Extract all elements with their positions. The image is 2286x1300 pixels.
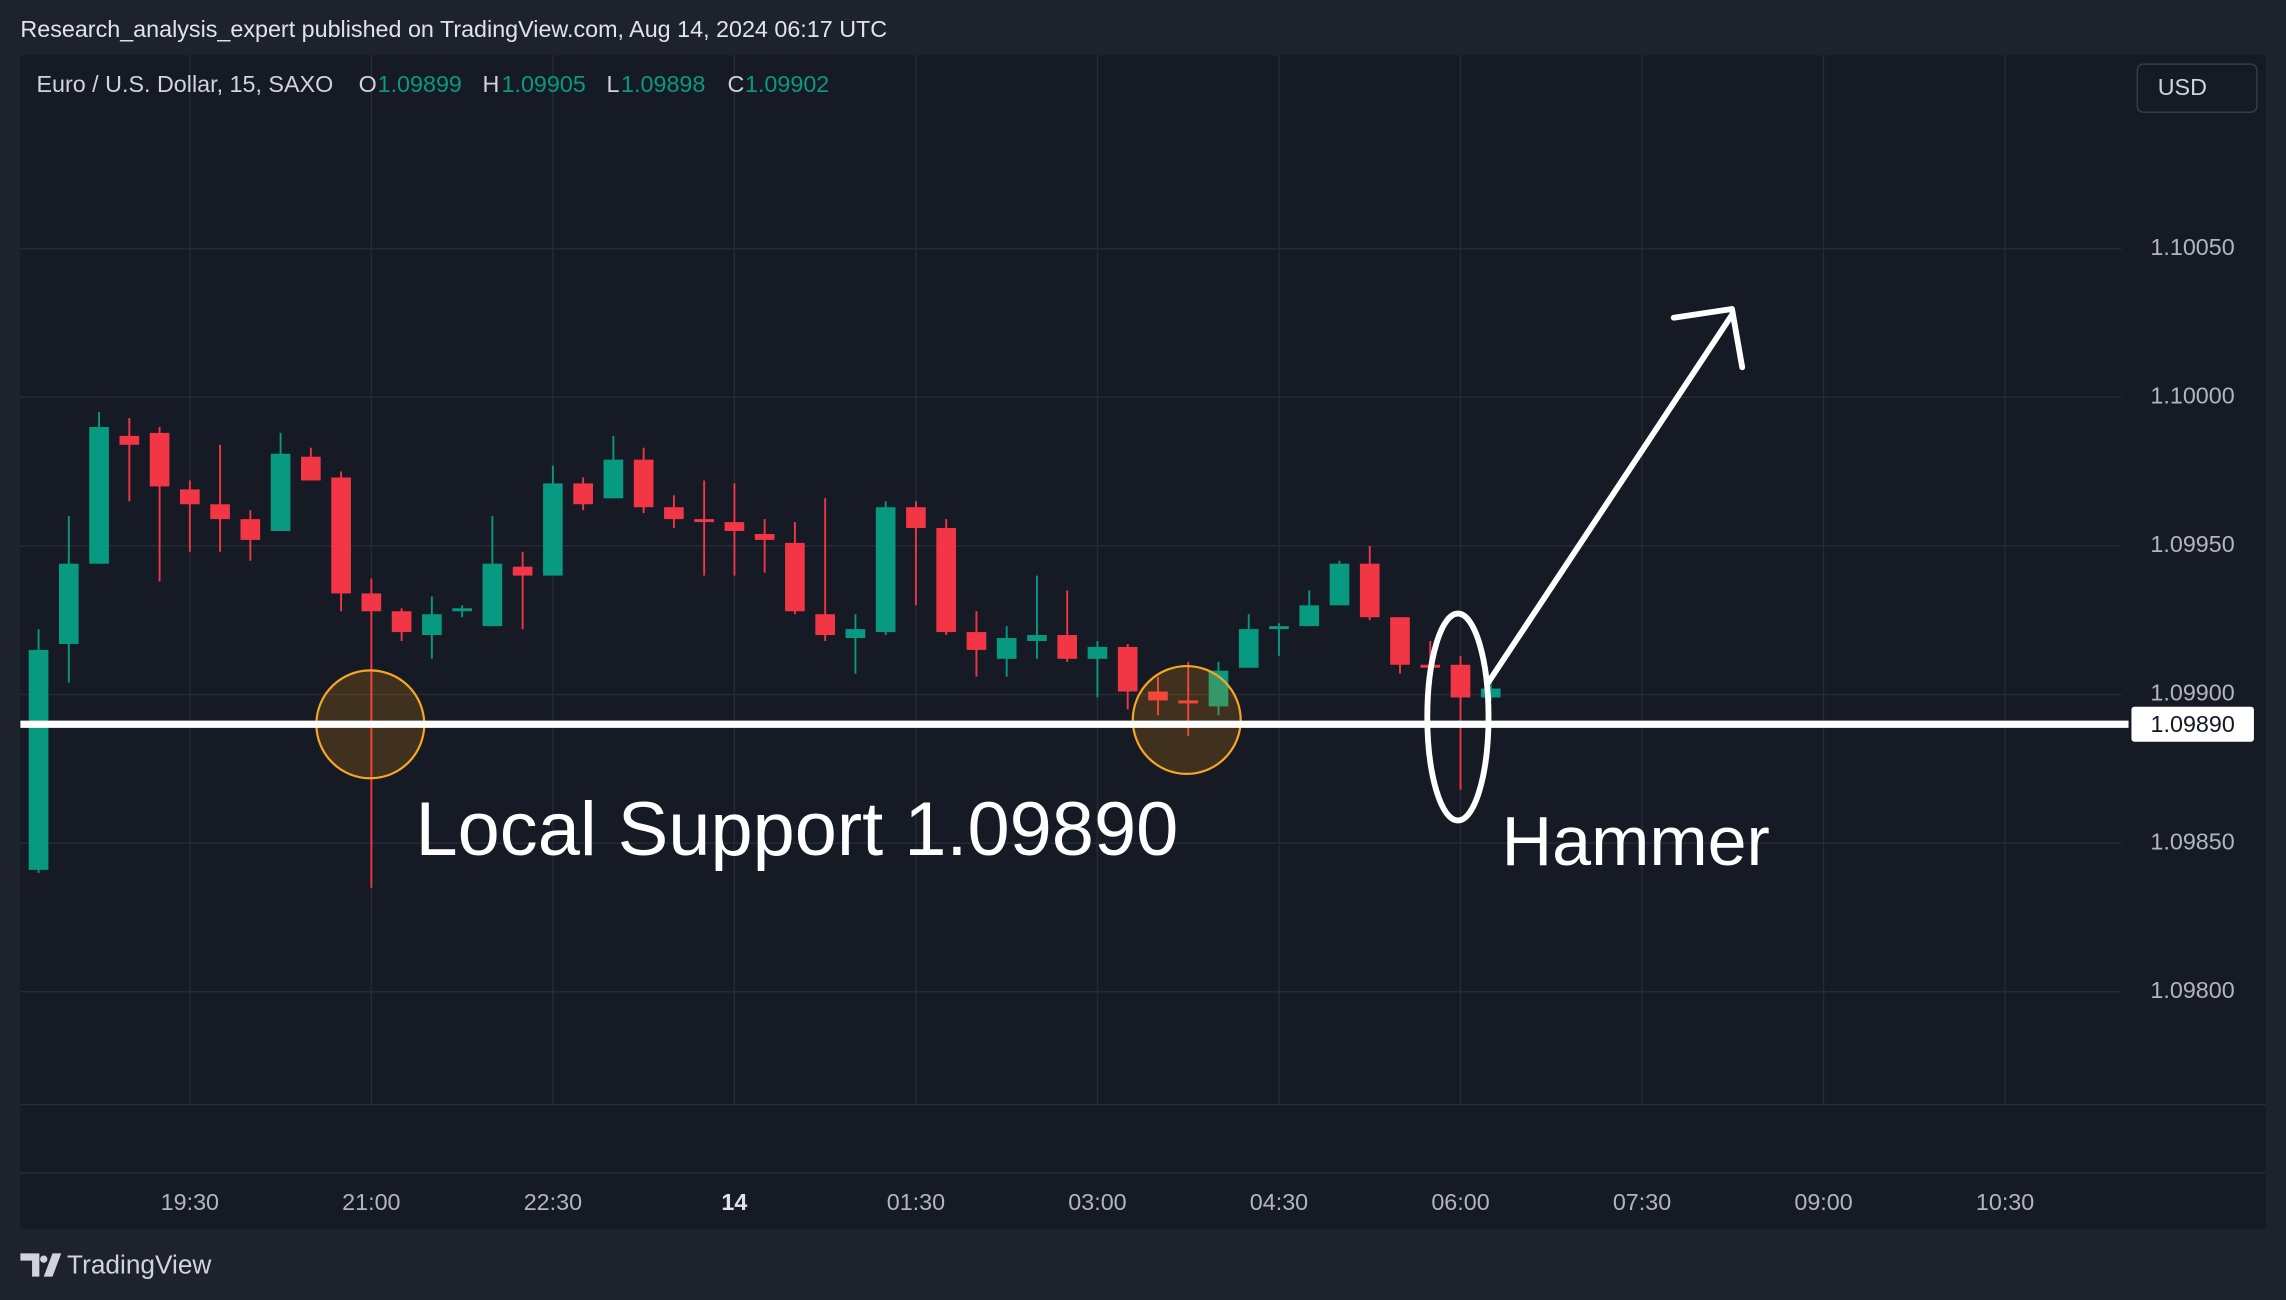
highlight-circle	[1131, 664, 1242, 775]
candle-body	[119, 435, 140, 445]
candle-body	[664, 507, 684, 520]
candle-body	[1087, 646, 1108, 659]
candle-body	[815, 614, 836, 636]
y-tick-label: 1.09850	[2150, 828, 2234, 854]
candle-body	[996, 638, 1017, 659]
candle-body	[875, 507, 896, 633]
candle-body	[1299, 605, 1320, 627]
x-tick-label: 04:30	[1250, 1189, 1308, 1215]
candle-body	[270, 453, 291, 531]
candle-body	[1238, 629, 1259, 668]
logo	[20, 1253, 62, 1277]
candle-body	[391, 611, 412, 633]
candle-body	[543, 483, 563, 576]
candle-body	[210, 504, 230, 520]
candle-body	[1148, 691, 1168, 701]
arrow	[1485, 306, 1746, 685]
x-tick-label: 14	[721, 1189, 747, 1215]
candle-body	[1450, 664, 1471, 698]
annotation: Hammer	[1502, 802, 1770, 880]
y-tick-label: 1.09900	[2150, 680, 2234, 706]
grid: 1.09800 1.09850 1.09900 1.09950 1.10000 1.100…	[20, 55, 2235, 1215]
candle-body	[694, 519, 714, 523]
candle-body	[573, 483, 593, 505]
x-tick-label: 06:00	[1431, 1189, 1489, 1215]
candle-body	[633, 459, 654, 508]
symbol: Euro / U.S. Dollar, 15, SAXO	[36, 71, 333, 97]
ohlc-value: 1.09902	[745, 71, 829, 97]
candle-body	[603, 459, 624, 499]
currency[interactable]: USD	[2158, 74, 2207, 100]
ohlc-label: H	[483, 71, 500, 97]
support-label: 1.09890	[2151, 711, 2235, 737]
candle-body	[724, 522, 745, 531]
candle-body	[180, 489, 200, 505]
candle-body	[936, 528, 957, 633]
ohlc-value: 1.09899	[378, 71, 462, 97]
candle-body	[785, 542, 805, 612]
candle-body	[1390, 617, 1410, 665]
annotation: Local Support 1.09890	[416, 787, 1179, 872]
y-tick-label: 1.09800	[2150, 977, 2234, 1003]
x-tick-label: 19:30	[161, 1189, 219, 1215]
candle-body	[906, 507, 926, 529]
candle-body	[1117, 646, 1138, 692]
x-tick-label: 03:00	[1068, 1189, 1126, 1215]
currency-button[interactable]	[2136, 63, 2258, 113]
support: 1.09890	[20, 706, 2254, 742]
candle-body	[966, 632, 987, 650]
candle-body	[1178, 700, 1199, 704]
y-tick-label: 1.09950	[2150, 531, 2234, 557]
x-tick-label: 07:30	[1613, 1189, 1671, 1215]
candle-body	[28, 649, 49, 870]
candle-body	[1480, 688, 1501, 698]
candle-body	[422, 614, 442, 636]
candle-body	[1269, 626, 1289, 630]
candle-body	[361, 593, 382, 612]
chart-panel	[20, 55, 2266, 1229]
x-tick-label: 10:30	[1976, 1189, 2034, 1215]
candle-body	[149, 432, 170, 487]
y-tick-label: 1.10000	[2150, 382, 2234, 408]
candle-body	[452, 608, 472, 612]
candle-body	[58, 563, 79, 644]
candle-body	[89, 426, 109, 564]
ohlc-label: O	[359, 71, 377, 97]
candle-body	[1057, 635, 1078, 659]
support-label-box	[2131, 706, 2254, 742]
ohlc-value: 1.09905	[502, 71, 586, 97]
candle-body	[754, 533, 775, 540]
candle-body	[482, 563, 503, 627]
ohlc-value: 1.09898	[621, 71, 705, 97]
candle-body	[1027, 635, 1047, 641]
y-tick-label: 1.10050	[2150, 234, 2234, 260]
x-tick-label: 22:30	[524, 1189, 582, 1215]
candle-body	[845, 629, 866, 639]
candle-body	[1359, 563, 1380, 618]
x-tick-label: 01:30	[887, 1189, 945, 1215]
x-tick-label: 09:00	[1794, 1189, 1852, 1215]
candle-body	[512, 566, 533, 576]
hammer-ellipse	[1424, 610, 1492, 824]
publisher: Research_analysis_expert published on Tr…	[20, 16, 887, 42]
footer-brand: TradingView	[67, 1249, 211, 1279]
logo	[40, 1255, 48, 1263]
x-tick-label: 21:00	[342, 1189, 400, 1215]
candle-body	[1329, 563, 1350, 606]
candle-body	[331, 477, 351, 594]
candle-body	[240, 519, 261, 540]
ohlc-label: C	[727, 71, 744, 97]
candles	[28, 412, 1501, 888]
candle-body	[301, 456, 321, 481]
ohlc-label: L	[606, 71, 619, 97]
